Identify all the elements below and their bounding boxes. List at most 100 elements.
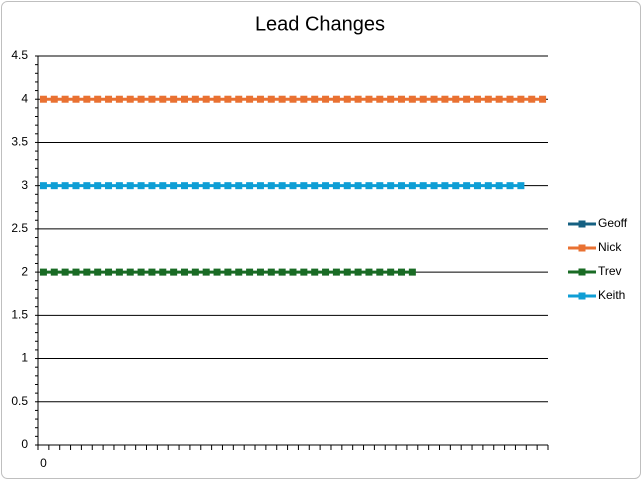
- legend-label: Nick: [598, 240, 622, 254]
- marker: [148, 95, 156, 103]
- marker: [235, 268, 243, 276]
- marker: [94, 182, 102, 190]
- marker: [39, 95, 47, 103]
- marker: [235, 95, 243, 103]
- marker: [441, 182, 449, 190]
- marker: [517, 182, 525, 190]
- marker: [126, 182, 134, 190]
- marker: [354, 268, 362, 276]
- marker: [278, 182, 286, 190]
- marker: [376, 95, 384, 103]
- legend-marker: [578, 268, 586, 276]
- marker: [376, 182, 384, 190]
- marker: [180, 268, 188, 276]
- marker: [191, 268, 199, 276]
- marker: [170, 268, 178, 276]
- marker: [115, 95, 123, 103]
- marker: [289, 268, 297, 276]
- marker: [343, 268, 351, 276]
- marker: [332, 95, 340, 103]
- marker: [322, 182, 330, 190]
- marker: [159, 95, 167, 103]
- marker: [170, 95, 178, 103]
- marker: [137, 95, 145, 103]
- marker: [398, 95, 406, 103]
- marker: [126, 268, 134, 276]
- marker: [419, 95, 427, 103]
- marker: [72, 182, 80, 190]
- marker: [473, 182, 481, 190]
- x-tick-label: 0: [40, 456, 47, 470]
- marker: [191, 182, 199, 190]
- marker: [61, 268, 69, 276]
- marker: [224, 182, 232, 190]
- marker: [94, 268, 102, 276]
- marker: [148, 268, 156, 276]
- marker: [278, 95, 286, 103]
- marker: [398, 268, 406, 276]
- marker: [408, 182, 416, 190]
- marker: [322, 268, 330, 276]
- marker: [126, 95, 134, 103]
- marker: [105, 268, 113, 276]
- marker: [115, 268, 123, 276]
- y-tick-label: 4.5: [11, 48, 28, 62]
- y-tick-label: 1.5: [11, 308, 28, 322]
- marker: [180, 95, 188, 103]
- marker: [484, 95, 492, 103]
- y-tick-label: 0.5: [11, 394, 28, 408]
- y-tick-label: 2: [21, 264, 28, 278]
- marker: [517, 95, 525, 103]
- legend-marker: [578, 220, 586, 228]
- marker: [94, 95, 102, 103]
- marker: [202, 95, 210, 103]
- marker: [452, 182, 460, 190]
- marker: [343, 95, 351, 103]
- marker: [224, 95, 232, 103]
- marker: [39, 268, 47, 276]
- marker: [159, 182, 167, 190]
- marker: [311, 268, 319, 276]
- marker: [83, 182, 91, 190]
- y-tick-label: 0: [21, 437, 28, 451]
- marker: [506, 182, 514, 190]
- marker: [83, 95, 91, 103]
- marker: [495, 95, 503, 103]
- legend-label: Trev: [598, 264, 622, 278]
- marker: [365, 268, 373, 276]
- marker: [61, 95, 69, 103]
- y-tick-label: 2.5: [11, 221, 28, 235]
- marker: [137, 268, 145, 276]
- marker: [495, 182, 503, 190]
- marker: [267, 95, 275, 103]
- y-tick-label: 1: [21, 351, 28, 365]
- marker: [311, 95, 319, 103]
- marker: [246, 268, 254, 276]
- marker: [354, 95, 362, 103]
- marker: [256, 95, 264, 103]
- marker: [213, 95, 221, 103]
- marker: [463, 182, 471, 190]
- marker: [311, 182, 319, 190]
- marker: [72, 268, 80, 276]
- marker: [408, 95, 416, 103]
- marker: [387, 182, 395, 190]
- marker: [202, 268, 210, 276]
- marker: [115, 182, 123, 190]
- marker: [463, 95, 471, 103]
- marker: [170, 182, 178, 190]
- marker: [332, 268, 340, 276]
- marker: [441, 95, 449, 103]
- marker: [191, 95, 199, 103]
- marker: [473, 95, 481, 103]
- marker: [528, 95, 536, 103]
- marker: [267, 182, 275, 190]
- legend-label: Geoff: [598, 216, 628, 230]
- marker: [50, 95, 58, 103]
- marker: [278, 268, 286, 276]
- marker: [484, 182, 492, 190]
- marker: [430, 182, 438, 190]
- marker: [376, 268, 384, 276]
- marker: [267, 268, 275, 276]
- y-tick-label: 4: [21, 91, 28, 105]
